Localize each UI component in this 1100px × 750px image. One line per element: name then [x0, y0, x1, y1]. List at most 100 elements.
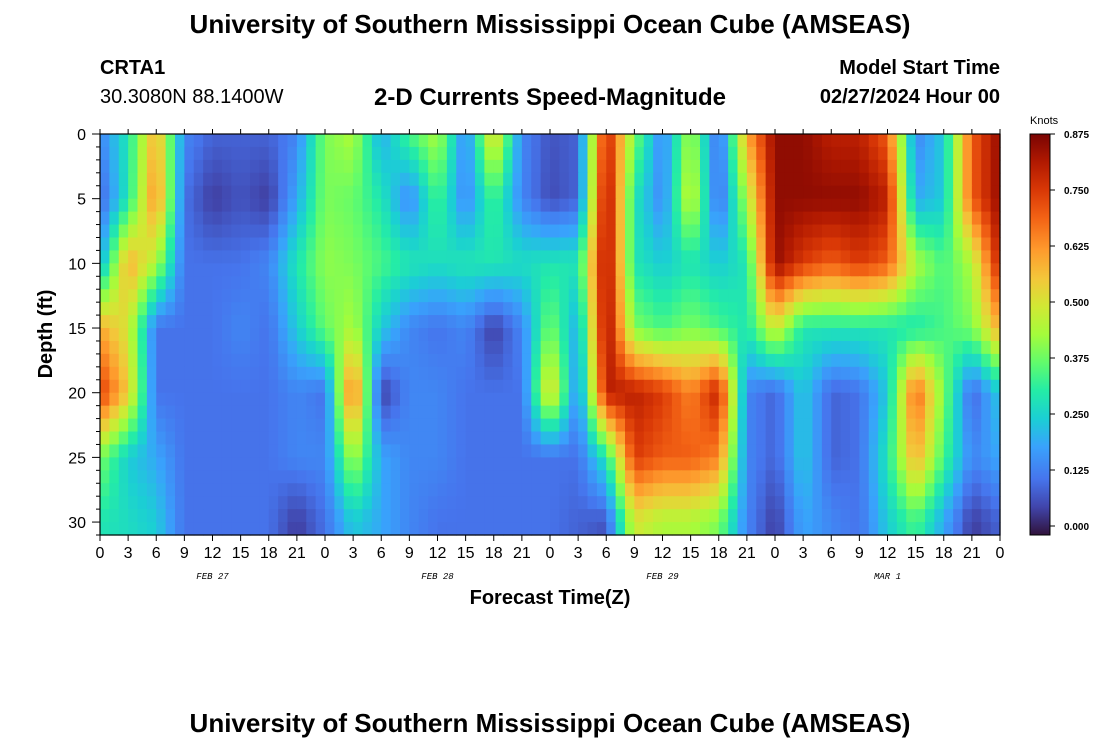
heatmap-cell — [831, 315, 842, 329]
heatmap-cell — [446, 198, 457, 213]
heatmap-cell — [250, 353, 260, 368]
heatmap-cell — [671, 315, 682, 329]
heatmap-cell — [531, 392, 542, 407]
heatmap-cell — [400, 237, 410, 252]
heatmap-cell — [381, 366, 392, 381]
heatmap-cell — [371, 289, 382, 303]
heatmap-cell — [990, 302, 1001, 316]
heatmap-cell — [671, 224, 682, 239]
heatmap-cell — [100, 392, 110, 407]
heatmap-cell — [446, 224, 457, 239]
heatmap-cell — [737, 392, 748, 407]
heatmap-cell — [981, 418, 992, 433]
heatmap-cell — [268, 444, 279, 458]
heatmap-cell — [596, 211, 607, 226]
heatmap-cell — [362, 509, 373, 523]
heatmap-cell — [578, 250, 589, 264]
heatmap-cell — [212, 172, 223, 187]
heatmap-cell — [381, 457, 392, 471]
heatmap-cell — [250, 224, 260, 239]
heatmap-cell — [596, 276, 607, 290]
heatmap-cell — [278, 444, 289, 458]
heatmap-cell — [953, 328, 964, 342]
heatmap-cell — [859, 366, 870, 381]
heatmap-cell — [184, 198, 195, 213]
heatmap-cell — [634, 405, 645, 420]
heatmap-cell — [953, 198, 964, 213]
heatmap-cell — [606, 522, 617, 536]
heatmap-cell — [925, 237, 935, 252]
heatmap-cell — [859, 146, 870, 161]
heatmap-cell — [625, 134, 635, 148]
heatmap-cell — [250, 289, 260, 303]
heatmap-cell — [728, 159, 739, 174]
heatmap-cell — [503, 444, 514, 458]
heatmap-cell — [681, 146, 692, 161]
heatmap-cell — [709, 444, 720, 458]
heatmap-cell — [953, 146, 964, 161]
heatmap-cell — [409, 224, 420, 239]
heatmap-cell — [596, 134, 607, 148]
heatmap-cell — [400, 185, 410, 200]
heatmap-cell — [615, 211, 626, 226]
heatmap-cell — [925, 172, 935, 187]
heatmap-cell — [737, 509, 748, 523]
heatmap-cell — [821, 302, 832, 316]
heatmap-cell — [878, 444, 889, 458]
heatmap-cell — [662, 289, 673, 303]
heatmap-cell — [381, 328, 392, 342]
heatmap-cell — [990, 340, 1001, 355]
heatmap-cell — [456, 457, 467, 471]
heatmap-cell — [353, 392, 364, 407]
heatmap-cell — [709, 379, 720, 394]
heatmap-cell — [503, 496, 514, 510]
heatmap-cell — [831, 522, 842, 536]
heatmap-cell — [615, 315, 626, 329]
heatmap-cell — [990, 496, 1001, 510]
heatmap-cell — [765, 198, 776, 213]
heatmap-cell — [850, 263, 860, 277]
heatmap-cell — [503, 418, 514, 433]
heatmap-cell — [915, 250, 926, 264]
heatmap-cell — [587, 198, 598, 213]
heatmap-cell — [962, 366, 973, 381]
heatmap-cell — [943, 315, 954, 329]
heatmap-cell — [128, 146, 139, 161]
heatmap-cell — [184, 172, 195, 187]
heatmap-cell — [643, 263, 654, 277]
heatmap-cell — [840, 263, 851, 277]
heatmap-cell — [156, 379, 167, 394]
heatmap-cell — [109, 250, 120, 264]
heatmap-cell — [371, 418, 382, 433]
heatmap-cell — [850, 379, 860, 394]
heatmap-cell — [475, 496, 485, 510]
heatmap-cell — [428, 496, 439, 510]
heatmap-cell — [606, 159, 617, 174]
heatmap-cell — [109, 315, 120, 329]
heatmap-cell — [465, 211, 476, 226]
x-tick-label: 3 — [799, 545, 808, 562]
heatmap-cell — [962, 444, 973, 458]
colorbar-unit-label: Knots — [1030, 115, 1059, 127]
heatmap-cell — [250, 146, 260, 161]
heatmap-cell — [615, 198, 626, 213]
heatmap-cell — [521, 315, 532, 329]
heatmap-cell — [746, 353, 757, 368]
heatmap-cell — [428, 289, 439, 303]
heatmap-cell — [728, 146, 739, 161]
heatmap-cell — [531, 146, 542, 161]
heatmap-cell — [559, 198, 570, 213]
heatmap-cell — [643, 159, 654, 174]
heatmap-cell — [531, 250, 542, 264]
heatmap-cell — [353, 405, 364, 420]
heatmap-cell — [306, 444, 317, 458]
heatmap-cell — [859, 328, 870, 342]
heatmap-cell — [896, 315, 907, 329]
heatmap-cell — [700, 379, 710, 394]
heatmap-cell — [484, 509, 495, 523]
heatmap-cell — [812, 340, 823, 355]
heatmap-cell — [165, 470, 176, 484]
heatmap-cell — [268, 366, 279, 381]
heatmap-cell — [784, 276, 795, 290]
heatmap-cell — [896, 353, 907, 368]
